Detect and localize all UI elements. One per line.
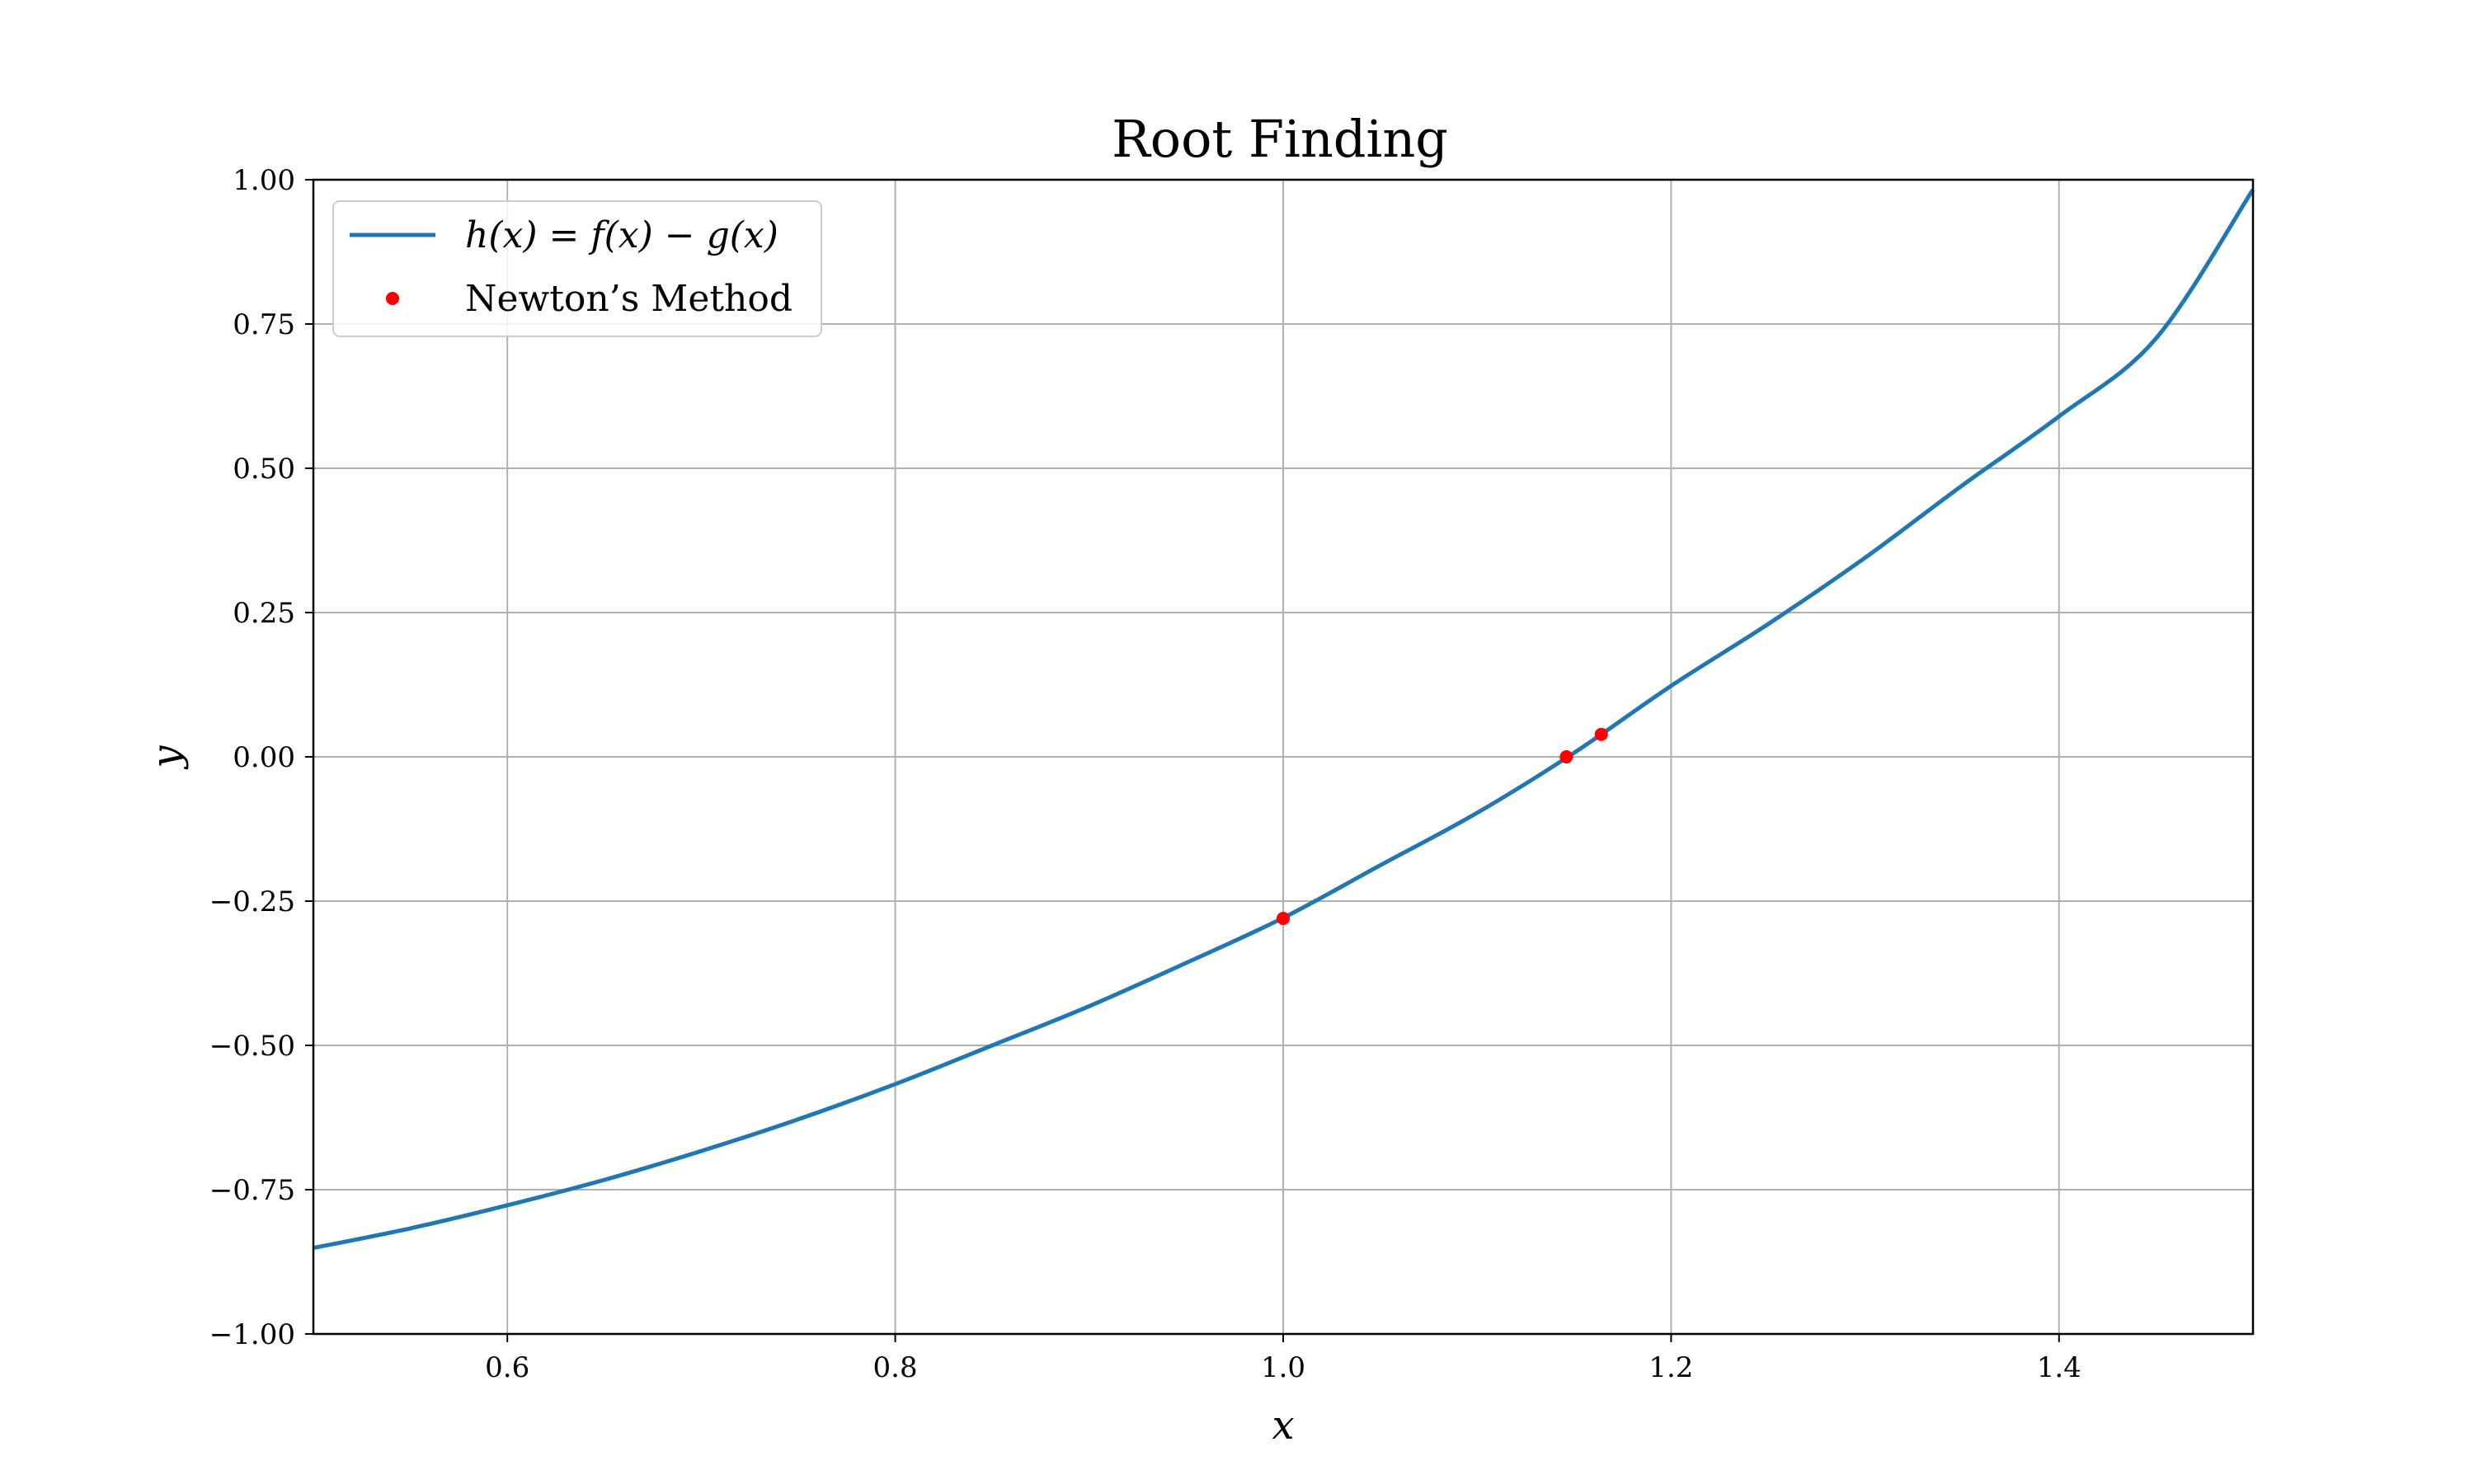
x-tick-label: 1.0: [1261, 1351, 1305, 1384]
y-tick-label: −0.50: [209, 1030, 295, 1063]
legend-swatch-marker: [386, 292, 399, 305]
y-tick-label: −0.75: [209, 1174, 295, 1207]
x-tick-label: 1.4: [2037, 1351, 2081, 1384]
y-tick-label: 0.75: [233, 308, 295, 341]
y-tick-label: 0.00: [233, 741, 295, 774]
chart-title: Root Finding: [1112, 109, 1448, 169]
y-tick-label: −1.00: [209, 1318, 295, 1351]
y-tick-label: −0.25: [209, 885, 295, 918]
legend-box: [332, 200, 822, 337]
plot-series: [313, 188, 2255, 1251]
legend-label-h: h(x) = f(x) − g(x): [465, 214, 778, 256]
newton-point: [1594, 727, 1608, 741]
y-tick-label: 1.00: [233, 164, 295, 197]
newton-point: [1277, 912, 1290, 925]
x-tick-label: 0.8: [873, 1351, 918, 1384]
chart-legend: h(x) = f(x) − g(x) Newton’s Method: [332, 200, 822, 337]
x-tick-label: 1.2: [1649, 1351, 1693, 1384]
x-tick-label: 0.6: [485, 1351, 529, 1384]
y-tick-label: 0.25: [233, 597, 295, 630]
y-tick-label: 0.50: [233, 453, 295, 486]
series-line-h: [313, 188, 2255, 1251]
x-axis-title: x: [1272, 1402, 1294, 1449]
axis-ticks: 0.6 0.8 1.0 1.2 1.4 −1.00 −0.75 −0.50 −0.25 0.00 0…: [209, 164, 2081, 1384]
y-axis-title: y: [143, 745, 190, 770]
legend-label-newton: Newton’s Method: [465, 278, 793, 320]
newton-point: [1559, 750, 1573, 763]
